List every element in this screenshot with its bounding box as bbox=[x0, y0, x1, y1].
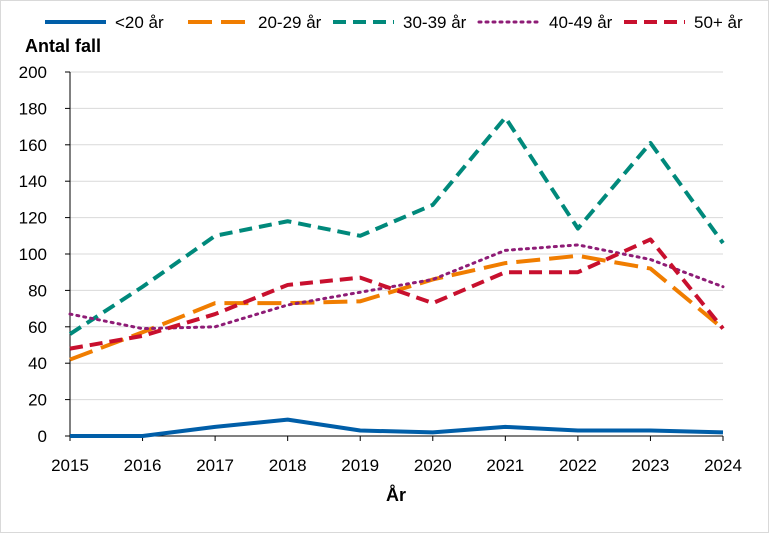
legend-label-0: <20 år bbox=[115, 13, 164, 32]
legend-label-1: 20-29 år bbox=[258, 13, 322, 32]
y-tick-label: 80 bbox=[28, 281, 47, 300]
x-tick-label: 2018 bbox=[269, 456, 307, 475]
x-tick-label: 2015 bbox=[51, 456, 89, 475]
y-axis-title: Antal fall bbox=[25, 36, 101, 56]
legend: <20 år 20-29 år 30-39 år 40-49 år 50+ år bbox=[45, 13, 743, 32]
x-tick-label: 2024 bbox=[704, 456, 742, 475]
x-tick-label: 2017 bbox=[196, 456, 234, 475]
x-axis-title: År bbox=[386, 485, 406, 505]
y-tick-label: 120 bbox=[19, 209, 47, 228]
series-line-0 bbox=[70, 417, 724, 438]
y-tick-label: 100 bbox=[19, 245, 47, 264]
y-axis-ticks: 0 20 40 60 80 100 120 140 160 180 200 bbox=[19, 63, 70, 446]
x-tick-label: 2022 bbox=[559, 456, 597, 475]
gridlines bbox=[70, 71, 723, 401]
series-line-3 bbox=[68, 243, 725, 331]
y-tick-label: 140 bbox=[19, 172, 47, 191]
y-tick-label: 200 bbox=[19, 63, 47, 82]
legend-label-2: 30-39 år bbox=[403, 13, 467, 32]
x-tick-label: 2016 bbox=[124, 456, 162, 475]
series-line-2 bbox=[68, 115, 725, 336]
y-tick-label: 60 bbox=[28, 318, 47, 337]
legend-label-3: 40-49 år bbox=[549, 13, 613, 32]
y-tick-label: 0 bbox=[38, 427, 47, 446]
x-tick-label: 2020 bbox=[414, 456, 452, 475]
legend-label-4: 50+ år bbox=[694, 13, 743, 32]
axes bbox=[69, 72, 723, 437]
y-tick-label: 20 bbox=[28, 391, 47, 410]
x-tick-label: 2023 bbox=[632, 456, 670, 475]
x-axis-ticks: 2015 2016 2017 2018 2019 2020 2021 2022 2023 2024 bbox=[51, 436, 742, 475]
x-tick-label: 2021 bbox=[486, 456, 524, 475]
y-tick-label: 160 bbox=[19, 136, 47, 155]
series-lines bbox=[68, 115, 725, 438]
y-tick-label: 40 bbox=[28, 354, 47, 373]
y-tick-label: 180 bbox=[19, 99, 47, 118]
series-line-1 bbox=[69, 253, 725, 362]
x-tick-label: 2019 bbox=[341, 456, 379, 475]
series-line-4 bbox=[69, 237, 725, 351]
